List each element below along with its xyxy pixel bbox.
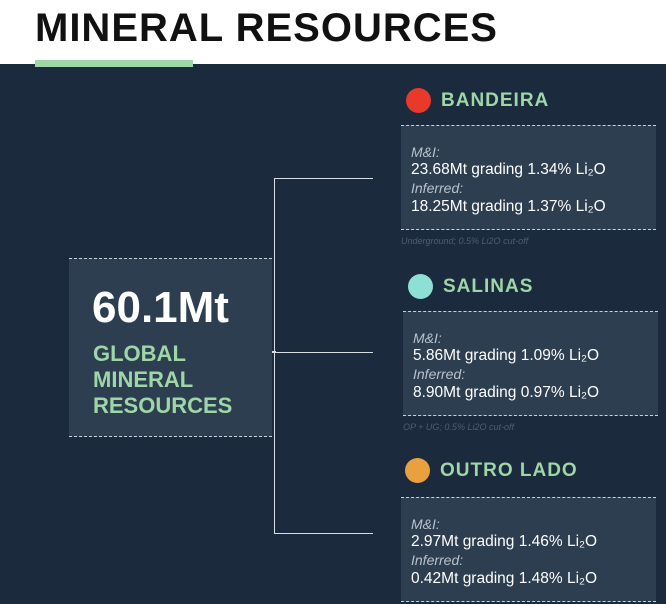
inferred-label: Inferred: <box>411 180 464 196</box>
total-box: 60.1Mt GLOBAL MINERAL RESOURCES <box>69 258 272 437</box>
project-dot <box>405 458 430 483</box>
project-name: BANDEIRA <box>441 90 550 111</box>
mi-label: M&I: <box>411 144 440 160</box>
mi-value: 2.97Mt grading 1.46% Li₂O <box>411 533 598 550</box>
title: MINERAL RESOURCES <box>35 6 498 50</box>
project-name: OUTRO LADO <box>440 460 578 481</box>
connector <box>274 178 275 534</box>
project-dot <box>408 274 433 299</box>
project-box: M&I: 5.86Mt grading 1.09% Li₂O Inferred: 8.… <box>403 311 658 416</box>
project-note: OP + UG; 0.5% Li2O cut-off <box>403 422 514 432</box>
connector <box>274 352 373 353</box>
inferred-value: 8.90Mt grading 0.97% Li₂O <box>413 384 600 401</box>
mi-label: M&I: <box>411 516 440 532</box>
project-box: M&I: 23.68Mt grading 1.34% Li₂O Inferred: 1… <box>401 125 656 230</box>
inferred-label: Inferred: <box>411 552 464 568</box>
project-box: M&I: 2.97Mt grading 1.46% Li₂O Inferred: 0.… <box>401 497 656 602</box>
project-note: Underground; 0.5% Li2O cut-off <box>401 236 529 246</box>
project-dot <box>406 88 431 113</box>
inferred-value: 18.25Mt grading 1.37% Li₂O <box>411 198 606 215</box>
connector <box>274 533 373 534</box>
inferred-label: Inferred: <box>413 366 466 382</box>
title-underline <box>35 60 193 67</box>
total-value: 60.1Mt <box>92 283 229 332</box>
mi-value: 23.68Mt grading 1.34% Li₂O <box>411 161 606 178</box>
mi-label: M&I: <box>413 330 442 346</box>
mi-value: 5.86Mt grading 1.09% Li₂O <box>413 347 600 364</box>
total-label: GLOBAL MINERAL RESOURCES <box>93 341 233 418</box>
inferred-value: 0.42Mt grading 1.48% Li₂O <box>411 570 598 587</box>
project-name: SALINAS <box>443 276 534 297</box>
header: MINERAL RESOURCES <box>0 0 666 67</box>
connector <box>274 178 373 179</box>
